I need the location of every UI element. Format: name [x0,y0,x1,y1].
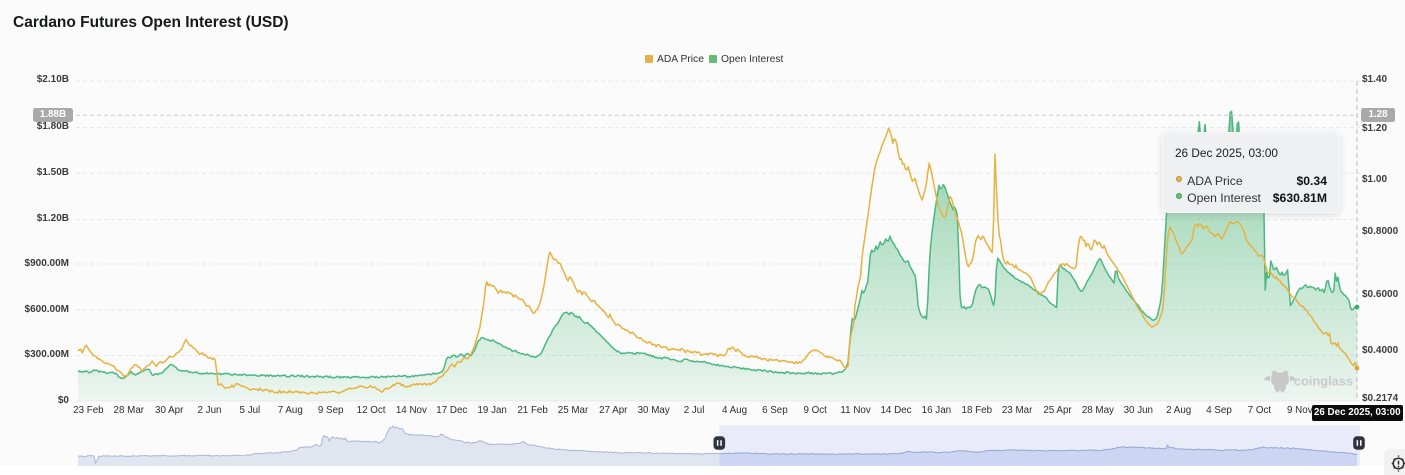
svg-text:coinglass: coinglass [1294,374,1353,389]
